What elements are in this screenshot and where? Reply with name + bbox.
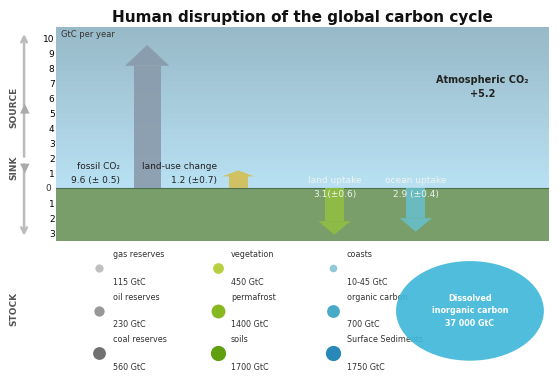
Bar [325,188,344,221]
Text: gas reserves: gas reserves [113,250,164,259]
Point [329,265,338,271]
Text: coasts: coasts [347,250,372,259]
Bar [56,108,549,113]
Point [213,265,222,271]
Text: ▼: ▼ [20,161,30,174]
Point [213,308,222,314]
Bar [134,66,161,188]
Point [213,350,222,357]
Polygon shape [400,218,432,232]
Text: 1.2 (±0.7): 1.2 (±0.7) [171,176,217,185]
Bar [56,27,549,32]
Bar [56,102,549,108]
Polygon shape [125,45,169,66]
Bar [56,49,549,54]
Polygon shape [222,171,254,176]
Text: 700 GtC: 700 GtC [347,320,379,329]
Ellipse shape [396,261,544,361]
Bar [56,59,549,65]
Bar [56,70,549,75]
Bar [56,54,549,59]
Bar [56,145,549,151]
Text: 10-45 GtC: 10-45 GtC [347,278,388,287]
Bar [56,43,549,49]
Text: land uptake: land uptake [307,176,361,184]
Text: 9.6 (± 0.5): 9.6 (± 0.5) [71,176,120,185]
Bar [56,119,549,124]
Point [329,350,338,357]
Text: organic carbon: organic carbon [347,293,407,301]
Text: 1750 GtC: 1750 GtC [347,363,385,372]
Text: GtC per year: GtC per year [61,30,115,39]
Bar [56,129,549,134]
Text: vegetation: vegetation [231,250,274,259]
Bar [56,32,549,38]
Text: oil reserves: oil reserves [113,293,159,301]
Polygon shape [319,221,351,234]
Text: 560 GtC: 560 GtC [113,363,145,372]
Text: 1400 GtC: 1400 GtC [231,320,268,329]
Text: Dissolved
inorganic carbon
37 000 GtC: Dissolved inorganic carbon 37 000 GtC [432,294,508,328]
Text: 230 GtC: 230 GtC [113,320,145,329]
Bar [56,81,549,86]
Text: SOURCE: SOURCE [10,87,18,129]
Text: ▲: ▲ [20,101,30,114]
Bar [56,167,549,172]
Bar [56,75,549,81]
Text: coal reserves: coal reserves [113,335,166,344]
Bar [56,86,549,92]
Bar [56,113,549,119]
Text: 0: 0 [45,184,51,193]
Bar [56,161,549,167]
Bar [56,92,549,97]
Bar [56,188,549,241]
Text: Atmospheric CO₂
+5.2: Atmospheric CO₂ +5.2 [436,75,529,99]
Text: SINK: SINK [10,155,18,180]
Text: permafrost: permafrost [231,293,276,301]
Text: fossil CO₂: fossil CO₂ [77,162,120,171]
Bar [56,134,549,140]
Bar [56,38,549,43]
Bar [229,176,248,188]
Bar [56,151,549,156]
Bar [56,65,549,70]
Text: land-use change: land-use change [142,162,217,171]
Bar [56,124,549,129]
Text: 3.1(±0.6): 3.1(±0.6) [313,190,356,199]
Text: 2.9 (±0.4): 2.9 (±0.4) [393,190,438,199]
Bar [407,188,425,218]
Bar [56,156,549,161]
Point [95,308,104,314]
Text: ocean uptake: ocean uptake [385,176,446,184]
Text: 115 GtC: 115 GtC [113,278,145,287]
Bar [56,172,549,177]
Text: 1700 GtC: 1700 GtC [231,363,269,372]
Bar [56,140,549,145]
Point [329,308,338,314]
Text: 450 GtC: 450 GtC [231,278,264,287]
Text: STOCK: STOCK [10,292,18,326]
Bar [56,183,549,188]
Point [95,265,104,271]
Text: Surface Sediments: Surface Sediments [347,335,423,344]
Bar [56,177,549,183]
Text: soils: soils [231,335,249,344]
Bar [56,97,549,102]
Text: Human disruption of the global carbon cycle: Human disruption of the global carbon cy… [112,10,493,25]
Point [95,350,104,357]
